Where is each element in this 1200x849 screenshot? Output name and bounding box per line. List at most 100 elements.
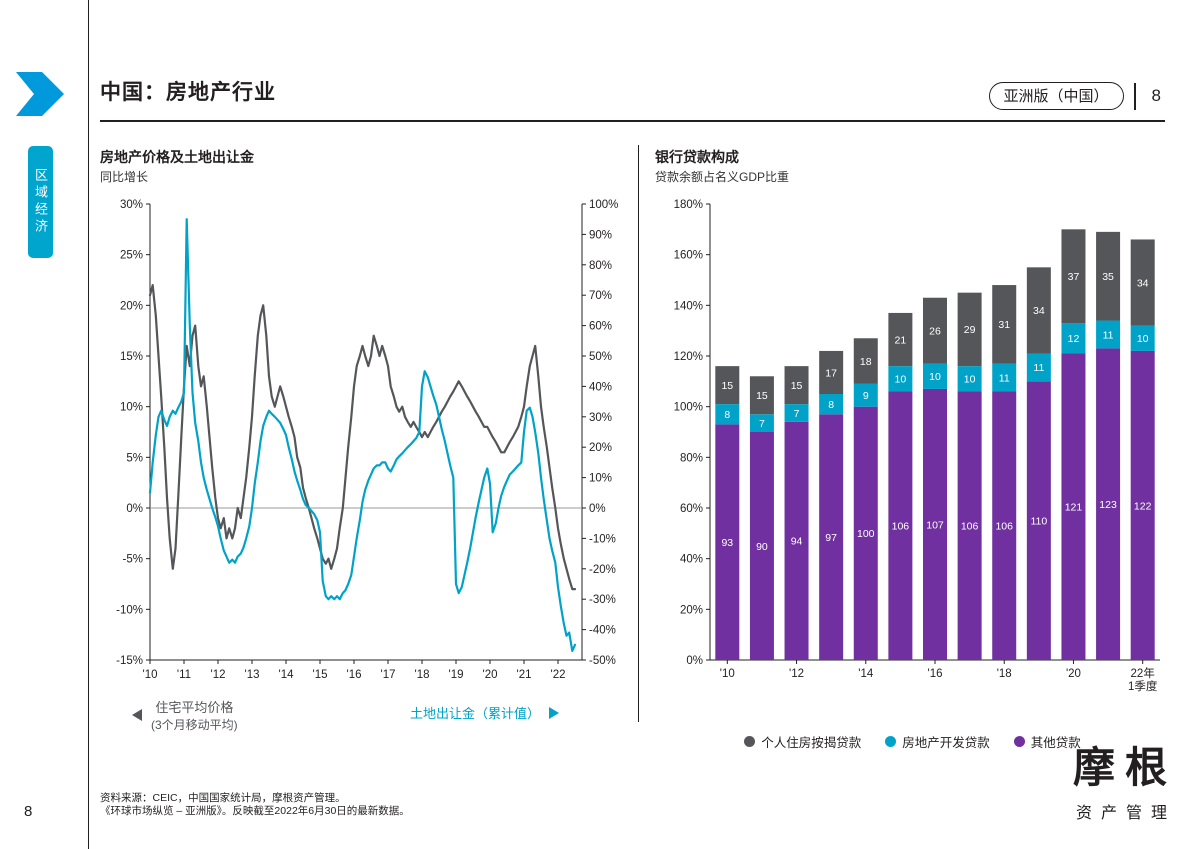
svg-text:11: 11 <box>1103 329 1114 341</box>
svg-text:'20: '20 <box>1066 668 1081 680</box>
svg-text:80%: 80% <box>680 452 703 464</box>
brand-arrow-icon <box>16 72 64 116</box>
legend-item-other-label: 其他贷款 <box>1030 736 1081 750</box>
svg-text:20%: 20% <box>680 604 703 616</box>
gray-dot-icon <box>744 736 756 747</box>
svg-text:140%: 140% <box>674 300 703 312</box>
svg-text:40%: 40% <box>680 554 703 566</box>
svg-text:21: 21 <box>895 334 907 346</box>
svg-text:106: 106 <box>892 521 910 533</box>
bar-chart-title: 银行贷款构成 <box>655 149 739 165</box>
svg-text:-30%: -30% <box>589 594 616 606</box>
svg-text:97: 97 <box>825 532 837 544</box>
svg-text:8: 8 <box>724 409 730 421</box>
svg-text:7: 7 <box>794 408 800 420</box>
svg-text:'14: '14 <box>279 669 295 681</box>
right-triangle-icon <box>549 706 560 719</box>
svg-text:'19: '19 <box>449 669 464 681</box>
svg-text:26: 26 <box>929 325 941 337</box>
svg-text:15: 15 <box>721 380 733 392</box>
badge-divider <box>1133 82 1136 110</box>
svg-text:9: 9 <box>863 390 869 402</box>
svg-text:106: 106 <box>995 521 1013 533</box>
legend-housing-price-line1: 住宅平均价格 <box>155 700 234 715</box>
svg-text:25%: 25% <box>120 250 143 262</box>
svg-text:34: 34 <box>1137 277 1149 289</box>
svg-text:70%: 70% <box>589 290 612 302</box>
line-chart: -15% -10% -5% 0% 5% 10% 15% 20% 25% 30% -50% -40% -3… <box>116 199 618 681</box>
edition-badge-group: 亚洲版（中国） 8 <box>988 82 1167 110</box>
svg-text:123: 123 <box>1099 499 1117 511</box>
legend-item-mortgage-label: 个人住房按揭贷款 <box>761 736 862 750</box>
svg-text:60%: 60% <box>680 503 703 515</box>
svg-text:'16: '16 <box>347 669 362 681</box>
svg-text:-10%: -10% <box>589 533 616 545</box>
line-chart-title: 房地产价格及土地出让金 <box>100 149 254 165</box>
svg-text:10: 10 <box>1137 333 1149 345</box>
svg-text:'18: '18 <box>415 669 430 681</box>
svg-text:'17: '17 <box>381 669 396 681</box>
svg-text:93: 93 <box>721 537 733 549</box>
legend-item-development: 房地产开发贷款 <box>885 732 990 751</box>
svg-text:'14: '14 <box>858 668 874 680</box>
legend-item-mortgage: 个人住房按揭贷款 <box>744 732 861 751</box>
svg-text:90%: 90% <box>589 229 612 241</box>
svg-text:'12: '12 <box>789 668 804 680</box>
svg-text:31: 31 <box>998 319 1010 331</box>
svg-text:122: 122 <box>1134 500 1152 512</box>
logo-morgan: 摩根 <box>1072 743 1177 792</box>
legend-housing-price: 住宅平均价格 (3个月移动平均) <box>132 697 238 733</box>
svg-text:-5%: -5% <box>123 554 143 566</box>
bar-chart-subtitle: 贷款余额占名义GDP比重 <box>655 170 790 184</box>
header-rule <box>100 120 1165 122</box>
svg-text:120%: 120% <box>674 351 703 363</box>
svg-text:12: 12 <box>1068 333 1080 345</box>
sidebar-tab-regional-economy[interactable]: 区域经济 <box>28 146 53 258</box>
svg-text:'10: '10 <box>720 668 735 680</box>
svg-text:11: 11 <box>999 372 1010 384</box>
svg-text:15%: 15% <box>120 351 143 363</box>
svg-text:0%: 0% <box>589 503 606 515</box>
svg-text:'18: '18 <box>997 668 1012 680</box>
source-note-line1: 资料来源：CEIC，中国国家统计局，摩根资产管理。 <box>100 792 346 804</box>
svg-text:94: 94 <box>791 536 803 548</box>
legend-housing-price-line2: (3个月移动平均) <box>151 718 238 732</box>
legend-item-other: 其他贷款 <box>1013 732 1081 751</box>
svg-text:121: 121 <box>1065 502 1083 514</box>
svg-text:'11: '11 <box>177 669 191 681</box>
svg-text:'12: '12 <box>211 669 226 681</box>
stacked-bar-chart: 0% 20% 40% 60% 80% 100% 120% 140% 160% 180% 93 8 15 9… <box>674 199 1160 693</box>
edition-badge: 亚洲版（中国） <box>988 82 1124 110</box>
svg-text:20%: 20% <box>589 442 612 454</box>
svg-text:'22: '22 <box>551 669 566 681</box>
svg-text:40%: 40% <box>589 381 612 393</box>
teal-dot-icon <box>885 736 897 747</box>
svg-text:110: 110 <box>1030 515 1047 527</box>
svg-text:-10%: -10% <box>116 604 143 616</box>
svg-text:80%: 80% <box>589 260 612 272</box>
svg-text:'15: '15 <box>313 669 328 681</box>
left-divider <box>88 0 89 849</box>
svg-text:7: 7 <box>759 418 765 430</box>
svg-text:10%: 10% <box>120 402 143 414</box>
page-title: 中国：房地产行业 <box>100 81 276 104</box>
svg-text:90: 90 <box>756 541 768 553</box>
svg-text:-15%: -15% <box>116 655 143 667</box>
line-chart-subtitle: 同比增长 <box>100 170 149 184</box>
svg-text:0%: 0% <box>126 503 143 515</box>
bar-chart-legend: 个人住房按揭贷款 房地产开发贷款 其他贷款 <box>655 732 1170 751</box>
svg-text:106: 106 <box>961 521 979 533</box>
svg-text:29: 29 <box>964 324 976 336</box>
svg-text:35: 35 <box>1102 271 1114 283</box>
legend-land-sales: 土地出让金（累计值） <box>410 703 560 722</box>
svg-text:100: 100 <box>857 528 875 540</box>
svg-text:0%: 0% <box>686 655 703 667</box>
svg-text:18: 18 <box>860 356 872 368</box>
logo-asset-management: 资产管理 <box>1075 805 1176 822</box>
legend-item-development-label: 房地产开发贷款 <box>902 736 990 750</box>
svg-text:15: 15 <box>791 380 803 392</box>
source-note-line2: 《环球市场纵览 – 亚洲版》。反映截至2022年6月30日的最新数据。 <box>100 805 410 817</box>
svg-text:10: 10 <box>964 374 976 386</box>
svg-text:100%: 100% <box>674 402 703 414</box>
svg-text:30%: 30% <box>589 412 612 424</box>
